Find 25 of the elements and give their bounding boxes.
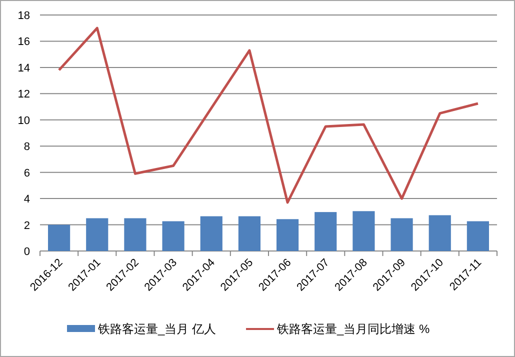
- y-tick-label: 8: [24, 141, 30, 154]
- y-tick-label: 2: [24, 220, 30, 232]
- bar: [314, 212, 337, 251]
- bar: [200, 216, 222, 251]
- bar: [48, 224, 70, 251]
- y-tick-label: 6: [24, 167, 30, 180]
- y-tick-label: 10: [18, 114, 30, 127]
- y-tick-label: 18: [18, 10, 30, 22]
- legend-label: 铁路客运量_当月 亿人: [97, 322, 216, 336]
- bar: [238, 216, 260, 251]
- bar: [276, 219, 299, 251]
- y-tick-label: 12: [18, 88, 30, 101]
- y-tick-label: 0: [24, 246, 30, 258]
- y-tick-label: 14: [18, 62, 30, 74]
- bar: [124, 218, 146, 251]
- bar: [390, 218, 413, 251]
- bar: [86, 218, 108, 251]
- y-tick-label: 16: [18, 36, 30, 48]
- legend-label: 铁路客运量_当月同比增速 %: [276, 322, 430, 336]
- bar: [428, 215, 451, 251]
- bar: [162, 221, 184, 251]
- bar: [466, 221, 489, 251]
- bar: [352, 211, 375, 251]
- y-tick-label: 4: [24, 194, 30, 206]
- line-series: [58, 26, 480, 204]
